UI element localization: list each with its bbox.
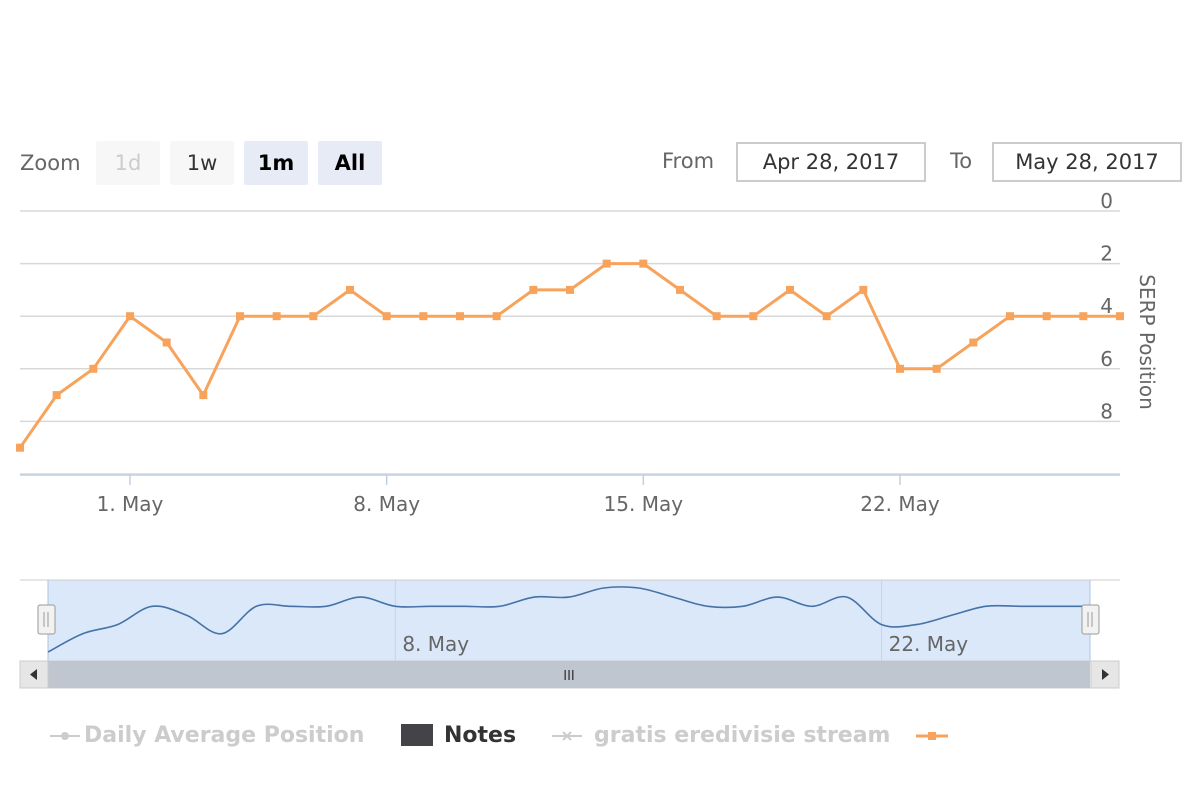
data-point-marker[interactable] <box>749 312 758 321</box>
data-point-marker[interactable] <box>1116 312 1124 321</box>
data-point-marker[interactable] <box>309 312 318 321</box>
y-axis-title: SERP Position <box>1135 274 1159 410</box>
legend-item-daily-average-position[interactable]: Daily Average Position <box>50 718 364 754</box>
range-selector: Zoom 1d 1w 1m All From Apr 28, 2017 To M… <box>0 0 1200 200</box>
chevron-right-icon <box>1102 669 1109 680</box>
data-point-marker[interactable] <box>1079 312 1088 321</box>
navigator[interactable]: 8. May 22. May <box>20 579 1120 661</box>
data-point-marker[interactable] <box>346 285 354 294</box>
data-point-marker[interactable] <box>712 312 721 321</box>
data-point-marker[interactable] <box>602 259 611 268</box>
scrollbar[interactable]: III <box>19 660 1120 689</box>
data-point-marker[interactable] <box>822 312 831 321</box>
data-point-marker[interactable] <box>529 285 538 294</box>
x-tick-label: 1. May <box>97 492 164 516</box>
series-line-group <box>16 259 1124 452</box>
y-tick-label: 6 <box>1100 347 1113 371</box>
data-point-marker[interactable] <box>676 285 684 294</box>
chevron-left-icon <box>30 669 37 680</box>
navigator-x-label: 8. May <box>402 632 469 656</box>
legend-label: Notes <box>444 723 517 748</box>
data-point-marker[interactable] <box>16 443 24 452</box>
navigator-series-line <box>47 586 1090 653</box>
data-point-marker[interactable] <box>566 285 574 294</box>
zoom-1m-button[interactable]: 1m <box>244 141 308 185</box>
data-point-marker[interactable] <box>896 364 904 373</box>
to-date-input[interactable]: May 28, 2017 <box>992 142 1182 182</box>
legend-label: Daily Average Position <box>84 723 365 748</box>
data-point-marker[interactable] <box>456 312 464 321</box>
line-square-icon <box>916 732 948 740</box>
scrollbar-thumb[interactable] <box>48 661 1090 688</box>
navigator-x-label: 22. May <box>889 632 969 656</box>
data-point-marker[interactable] <box>786 285 794 294</box>
legend-item-notes[interactable]: Notes <box>400 718 516 754</box>
line-cross-icon <box>552 731 582 741</box>
scrollbar-grip: III <box>563 669 575 684</box>
x-tick-label: 22. May <box>860 492 940 516</box>
data-point-marker[interactable] <box>126 312 134 321</box>
from-date-input[interactable]: Apr 28, 2017 <box>736 142 926 182</box>
navigator-grid: 8. May 22. May <box>394 580 969 661</box>
y-tick-label: 8 <box>1100 399 1113 423</box>
data-point-marker[interactable] <box>1042 312 1051 321</box>
y-tick-label: 4 <box>1100 294 1113 318</box>
data-point-marker[interactable] <box>859 285 868 294</box>
data-point-marker[interactable] <box>199 391 208 400</box>
data-point-marker[interactable] <box>89 364 98 373</box>
data-point-marker[interactable] <box>1006 312 1014 321</box>
legend-item-serp-series[interactable] <box>916 718 950 754</box>
line-dot-icon <box>50 732 80 740</box>
x-tick-label: 15. May <box>604 492 684 516</box>
legend-item-gratis-eredivisie-stream[interactable]: gratis eredivisie stream <box>552 718 890 754</box>
y-tick-label: 2 <box>1100 242 1113 266</box>
data-point-marker[interactable] <box>639 259 648 268</box>
data-point-marker[interactable] <box>419 312 428 321</box>
from-label: From <box>662 149 715 173</box>
data-point-marker[interactable] <box>382 312 391 321</box>
navigator-mask <box>48 580 1090 661</box>
data-point-marker[interactable] <box>52 391 61 400</box>
navigator-left-handle[interactable] <box>37 604 56 635</box>
legend-label: gratis eredivisie stream <box>594 723 891 748</box>
data-point-marker[interactable] <box>969 338 978 347</box>
legend: Daily Average Position Notes gratis ered… <box>0 718 1200 758</box>
data-point-marker[interactable] <box>236 312 244 321</box>
zoom-label: Zoom <box>20 151 81 175</box>
zoom-1w-button[interactable]: 1w <box>170 141 234 185</box>
navigator-right-handle[interactable] <box>1081 604 1100 635</box>
y-tick-label: 0 <box>1100 189 1113 213</box>
grid-lines <box>20 210 1120 475</box>
data-point-marker[interactable] <box>932 364 941 373</box>
x-axis: 1. May 8. May 15. May 22. May <box>20 474 1120 516</box>
data-point-marker[interactable] <box>272 312 281 321</box>
data-point-marker[interactable] <box>162 338 171 347</box>
zoom-1d-button[interactable]: 1d <box>96 141 160 185</box>
flag-icon <box>401 724 433 746</box>
y-tick-labels: 0 2 4 6 8 <box>1100 189 1113 423</box>
x-tick-label: 8. May <box>353 492 420 516</box>
zoom-all-button[interactable]: All <box>318 141 382 185</box>
data-point-marker[interactable] <box>492 312 501 321</box>
to-label: To <box>950 149 973 173</box>
